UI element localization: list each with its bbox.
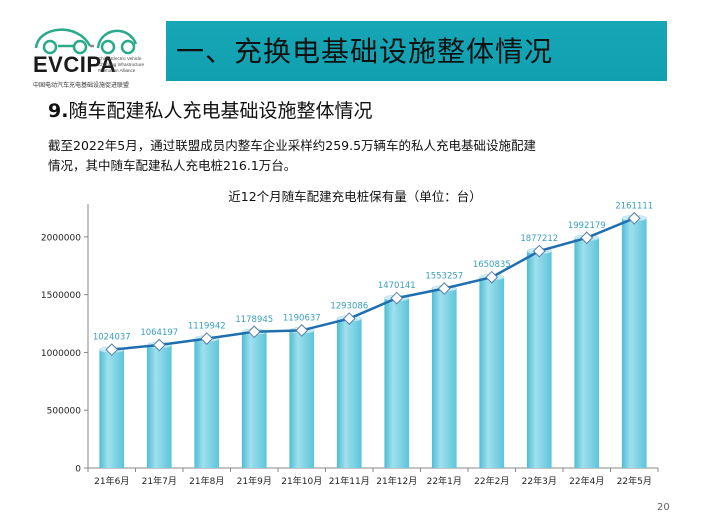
trend-line bbox=[111, 217, 635, 351]
x-tick-label: 22年2月 bbox=[474, 475, 509, 487]
bar bbox=[289, 330, 315, 468]
data-label: 1064197 bbox=[140, 328, 178, 338]
line-marker bbox=[200, 332, 214, 345]
bar bbox=[384, 298, 410, 468]
bar bbox=[146, 345, 172, 468]
data-label: 2161111 bbox=[615, 201, 653, 211]
logo-chinese-name: 中国电动汽车充电基础设施促进联盟 bbox=[33, 82, 130, 89]
x-tick-label: 22年3月 bbox=[522, 475, 557, 487]
line-marker bbox=[390, 291, 404, 305]
line-marker bbox=[580, 231, 594, 245]
x-tick-label: 22年4月 bbox=[569, 475, 604, 487]
y-tick-label: 1500000 bbox=[41, 291, 81, 301]
header-bar bbox=[166, 21, 667, 81]
line-marker bbox=[532, 244, 546, 258]
bar bbox=[194, 338, 220, 468]
line-marker bbox=[152, 338, 166, 352]
data-label: 1293086 bbox=[330, 302, 368, 312]
section-title: 随车配建私人充电基础设施整体情况 bbox=[68, 100, 373, 122]
description: 截至2022年5月，通过联盟成员内整车企业采样约259.5万辆车的私人充电基础设… bbox=[48, 136, 678, 176]
bar bbox=[99, 349, 125, 468]
data-label: 1877212 bbox=[520, 234, 558, 244]
bar bbox=[336, 318, 362, 468]
section-number: 9. bbox=[48, 100, 69, 122]
y-tick-label: 2000000 bbox=[41, 233, 81, 243]
x-tick-label: 21年8月 bbox=[189, 475, 224, 487]
y-tick-label: 500000 bbox=[47, 407, 82, 417]
logo-wordmark: EVCIPA bbox=[33, 52, 117, 77]
line-marker bbox=[247, 325, 261, 339]
data-label: 1178945 bbox=[235, 315, 273, 325]
line-marker bbox=[342, 312, 356, 325]
data-label: 1119942 bbox=[188, 322, 226, 332]
bar bbox=[574, 237, 600, 468]
x-tick-label: 21年6月 bbox=[94, 475, 129, 487]
bar bbox=[431, 288, 457, 468]
description-line-2: 情况，其中随车配建私人充电桩216.1万台。 bbox=[48, 158, 297, 173]
x-tick-label: 21年12月 bbox=[376, 475, 417, 487]
bar bbox=[526, 251, 552, 468]
bar bbox=[241, 331, 267, 468]
data-label: 1190637 bbox=[283, 313, 321, 323]
y-tick-label: 1000000 bbox=[41, 349, 81, 359]
chart-title: 近12个月随车配建充电桩保有量（单位：台） bbox=[228, 189, 482, 204]
x-tick-label: 21年7月 bbox=[142, 475, 177, 487]
bar bbox=[621, 218, 647, 468]
page-number: 20 bbox=[657, 502, 670, 513]
y-tick-label: 0 bbox=[75, 465, 81, 475]
x-tick-label: 22年5月 bbox=[617, 475, 652, 487]
data-label: 1024037 bbox=[93, 333, 131, 343]
x-tick-label: 21年10月 bbox=[281, 475, 322, 487]
data-label: 1553257 bbox=[425, 272, 463, 282]
data-label: 1992179 bbox=[568, 221, 606, 231]
description-line-1: 截至2022年5月，通过联盟成员内整车企业采样约259.5万辆车的私人充电基础设… bbox=[48, 138, 537, 153]
logo-graphic bbox=[34, 28, 138, 55]
line-marker bbox=[105, 343, 119, 357]
page-title: 一、充换电基础设施整体情况 bbox=[176, 35, 554, 68]
logo-english-name: China Electric Vehicle Charging Infrastr… bbox=[98, 56, 145, 73]
bar bbox=[479, 277, 505, 468]
line-marker bbox=[485, 270, 499, 284]
x-tick-label: 21年11月 bbox=[329, 475, 370, 487]
line-marker bbox=[437, 282, 451, 295]
data-label: 1470141 bbox=[378, 281, 416, 291]
line-marker bbox=[627, 211, 641, 225]
x-tick-label: 22年1月 bbox=[427, 475, 462, 487]
section-heading: 9.随车配建私人充电基础设施整体情况 bbox=[48, 96, 372, 123]
data-label: 1650835 bbox=[473, 260, 511, 270]
line-marker bbox=[295, 324, 309, 337]
x-tick-label: 21年9月 bbox=[237, 475, 272, 487]
